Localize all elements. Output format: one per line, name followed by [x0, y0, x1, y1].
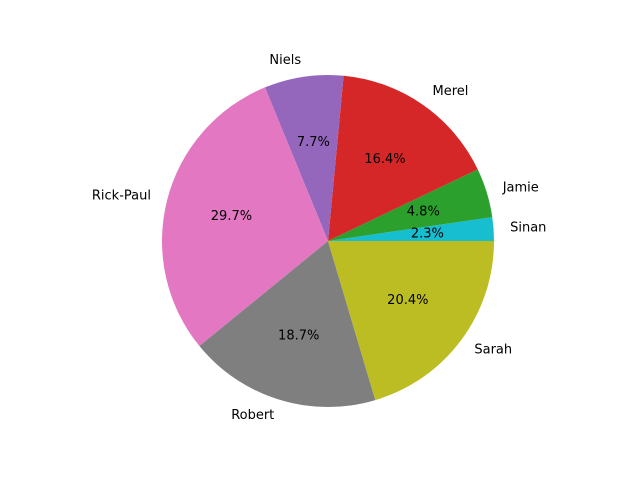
pct-label-merel: 16.4% — [364, 152, 405, 167]
pie-slices — [162, 75, 495, 407]
pie-slice-sinan — [328, 217, 495, 241]
slice-label-sarah: Sarah — [474, 343, 512, 358]
pie-slice-rick-paul — [162, 87, 328, 347]
slice-label-jamie: Jamie — [502, 180, 539, 195]
pct-label-jamie: 4.8% — [407, 205, 440, 220]
pie-slice-robert — [199, 241, 376, 407]
slice-label-rick-paul: Rick-Paul — [92, 189, 151, 204]
pie-labels: Sinan 2.3% Jamie 4.8% Merel 16.4% Niels 7.7% Ric… — [92, 53, 547, 423]
slice-label-merel: Merel — [433, 84, 469, 99]
pie-slice-merel — [328, 75, 478, 241]
pie-slice-jamie — [328, 169, 493, 241]
pie-slice-sarah — [328, 241, 494, 401]
slice-label-sinan: Sinan — [510, 220, 546, 235]
pct-label-niels: 7.7% — [297, 135, 330, 150]
pct-label-sarah: 20.4% — [387, 293, 428, 308]
pct-label-robert: 18.7% — [278, 329, 319, 344]
slice-label-niels: Niels — [269, 53, 301, 68]
pie-slice-niels — [264, 75, 344, 241]
pct-label-rick-paul: 29.7% — [211, 209, 252, 224]
pct-label-sinan: 2.3% — [411, 226, 444, 241]
slice-label-robert: Robert — [231, 408, 274, 423]
